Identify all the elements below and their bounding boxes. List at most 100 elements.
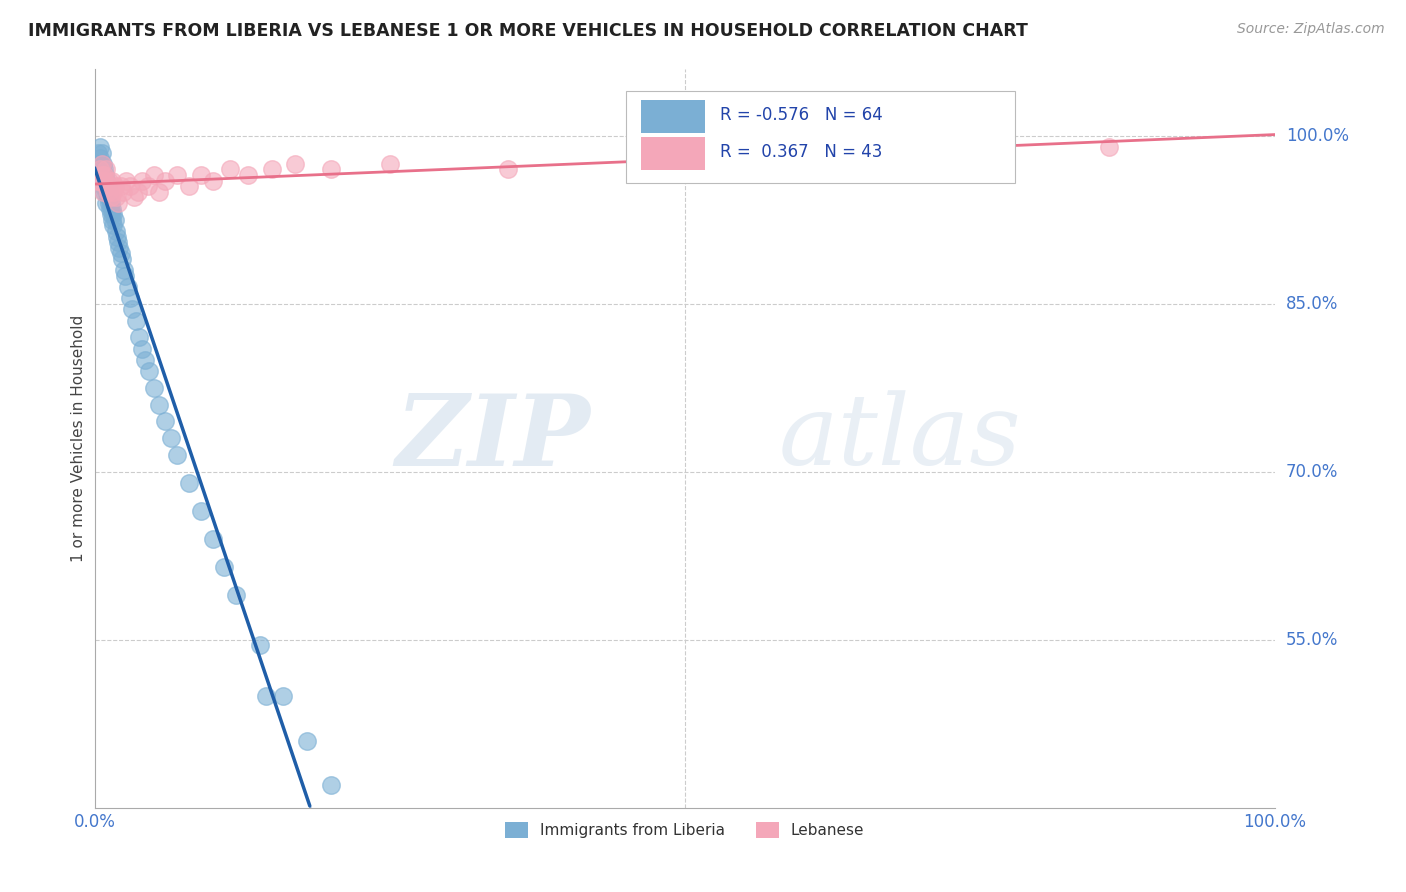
Text: R = -0.576   N = 64: R = -0.576 N = 64 xyxy=(720,106,883,124)
Point xyxy=(101,173,124,187)
Text: 55.0%: 55.0% xyxy=(1286,631,1339,648)
Point xyxy=(121,302,143,317)
Text: ZIP: ZIP xyxy=(395,390,591,486)
Point xyxy=(97,185,120,199)
Point xyxy=(260,162,283,177)
Point xyxy=(91,185,114,199)
Point xyxy=(98,202,121,216)
Point xyxy=(100,195,122,210)
Point xyxy=(104,190,127,204)
Point xyxy=(295,733,318,747)
Point xyxy=(93,173,115,187)
FancyBboxPatch shape xyxy=(641,100,704,133)
Point xyxy=(111,252,134,266)
Point xyxy=(96,185,118,199)
Point xyxy=(89,162,111,177)
Point xyxy=(98,190,121,204)
Point xyxy=(128,330,150,344)
Point xyxy=(105,229,128,244)
Point xyxy=(118,291,141,305)
Point xyxy=(87,173,110,187)
Point xyxy=(284,157,307,171)
Point xyxy=(134,352,156,367)
Point xyxy=(103,219,125,233)
Point xyxy=(96,179,118,194)
Point xyxy=(89,157,111,171)
Point xyxy=(115,173,138,187)
Point xyxy=(142,381,165,395)
Point xyxy=(378,157,401,171)
Point xyxy=(104,224,127,238)
Point xyxy=(101,212,124,227)
Point xyxy=(214,560,236,574)
Point xyxy=(98,179,121,194)
Point xyxy=(97,173,120,187)
Point xyxy=(89,140,111,154)
Text: atlas: atlas xyxy=(779,391,1022,486)
Point xyxy=(103,185,125,199)
Text: R =  0.367   N = 43: R = 0.367 N = 43 xyxy=(720,143,883,161)
Point xyxy=(148,185,170,199)
Point xyxy=(177,475,200,490)
Point xyxy=(118,179,141,194)
Point xyxy=(93,162,115,177)
Point xyxy=(142,168,165,182)
Point xyxy=(1098,140,1121,154)
Point xyxy=(122,190,145,204)
Point xyxy=(249,638,271,652)
Point xyxy=(236,168,259,182)
Point xyxy=(96,190,118,204)
Point xyxy=(138,364,160,378)
Point xyxy=(177,179,200,194)
Point xyxy=(125,313,148,327)
Point xyxy=(114,268,136,283)
Point xyxy=(94,168,117,182)
Point xyxy=(96,173,118,187)
Point xyxy=(94,173,117,187)
Point xyxy=(103,207,125,221)
Point xyxy=(112,263,135,277)
Text: Source: ZipAtlas.com: Source: ZipAtlas.com xyxy=(1237,22,1385,37)
FancyBboxPatch shape xyxy=(626,91,1015,183)
Point xyxy=(101,202,124,216)
Point xyxy=(89,162,111,177)
Point xyxy=(111,185,134,199)
Point xyxy=(131,173,153,187)
Text: 100.0%: 100.0% xyxy=(1286,127,1348,145)
Point xyxy=(90,145,112,160)
Text: 85.0%: 85.0% xyxy=(1286,294,1339,313)
Point xyxy=(160,431,183,445)
Point xyxy=(166,168,188,182)
Point xyxy=(104,179,127,194)
Point xyxy=(90,157,112,171)
Legend: Immigrants from Liberia, Lebanese: Immigrants from Liberia, Lebanese xyxy=(499,816,870,845)
Point xyxy=(319,778,342,792)
Point xyxy=(166,448,188,462)
Point xyxy=(90,168,112,182)
Point xyxy=(87,145,110,160)
Point xyxy=(100,190,122,204)
Point xyxy=(90,173,112,187)
Point xyxy=(127,185,149,199)
Point xyxy=(117,280,139,294)
Point xyxy=(155,414,177,428)
Point xyxy=(107,195,129,210)
Point xyxy=(96,185,118,199)
Point xyxy=(100,207,122,221)
Point xyxy=(108,241,131,255)
Point xyxy=(104,212,127,227)
Point xyxy=(110,246,132,260)
Point xyxy=(136,179,159,194)
Point xyxy=(201,173,224,187)
Point xyxy=(148,398,170,412)
Point xyxy=(496,162,519,177)
Point xyxy=(97,195,120,210)
Point xyxy=(155,173,177,187)
Point xyxy=(190,168,212,182)
FancyBboxPatch shape xyxy=(641,137,704,169)
Point xyxy=(110,179,132,194)
Text: 70.0%: 70.0% xyxy=(1286,463,1339,481)
Point xyxy=(89,151,111,165)
Point xyxy=(319,162,342,177)
Point xyxy=(219,162,242,177)
